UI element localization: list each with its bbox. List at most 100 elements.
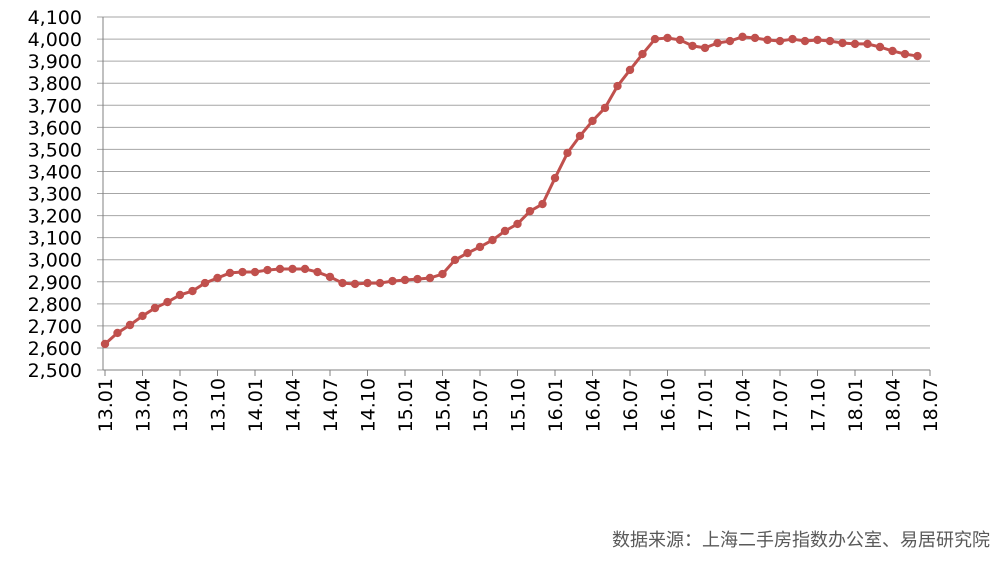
data-point <box>838 38 847 48</box>
x-tick-label: 13.04 <box>133 378 155 432</box>
y-tick-label: 3,900 <box>28 51 82 73</box>
x-tick-label: 16.10 <box>658 378 680 432</box>
data-point <box>350 279 360 289</box>
data-point <box>363 278 372 288</box>
x-tick-label: 16.07 <box>620 378 642 432</box>
x-tick-label: 15.10 <box>508 378 530 432</box>
y-tick-label: 3,200 <box>28 206 82 228</box>
source-note: 数据来源：上海二手房指数办公室、易居研究院 <box>612 530 990 551</box>
data-point <box>175 290 185 300</box>
data-point <box>563 148 572 158</box>
y-tick-label: 2,900 <box>28 272 82 294</box>
data-point <box>425 273 435 283</box>
y-tick-label: 3,400 <box>28 161 82 183</box>
data-point <box>675 35 685 45</box>
data-point <box>588 116 597 126</box>
data-point <box>463 248 472 258</box>
data-point <box>375 278 385 288</box>
data-point <box>650 34 660 44</box>
y-tick-label: 2,700 <box>28 316 82 338</box>
data-point <box>400 275 410 285</box>
data-point <box>325 272 335 282</box>
data-point <box>663 33 672 43</box>
data-point <box>863 39 872 49</box>
x-tick-label: 13.01 <box>95 378 117 432</box>
x-tick-label: 15.01 <box>395 378 417 432</box>
x-tick-label: 14.10 <box>358 378 380 432</box>
data-point <box>438 269 447 279</box>
data-point <box>475 242 485 252</box>
data-point <box>113 328 122 338</box>
data-point <box>850 39 860 49</box>
data-point <box>488 235 497 245</box>
data-point <box>700 43 710 53</box>
data-point <box>538 199 547 209</box>
data-point <box>738 32 747 42</box>
data-point <box>613 81 622 91</box>
data-point <box>825 36 835 46</box>
y-tick-label: 3,600 <box>28 117 82 139</box>
data-point <box>200 278 210 288</box>
data-point <box>250 267 260 277</box>
data-point <box>875 42 885 52</box>
data-point <box>300 264 310 274</box>
data-point <box>238 267 247 277</box>
data-point <box>163 297 172 307</box>
data-point <box>900 49 910 59</box>
y-tick-label: 4,100 <box>28 7 82 29</box>
data-point <box>450 255 460 265</box>
x-tick-label: 13.10 <box>208 378 230 432</box>
data-point <box>800 36 810 46</box>
data-point <box>788 34 797 44</box>
data-point <box>888 46 897 56</box>
data-point <box>338 278 347 288</box>
x-tick-label: 16.01 <box>545 378 567 432</box>
x-tick-label: 15.04 <box>433 378 455 432</box>
data-point <box>388 276 397 286</box>
x-tick-label: 14.07 <box>320 378 342 432</box>
data-point <box>550 173 560 183</box>
data-point <box>100 339 110 349</box>
x-tick-label: 17.07 <box>770 378 792 432</box>
y-tick-label: 2,600 <box>28 338 82 360</box>
data-point <box>763 35 772 45</box>
data-point <box>513 219 522 229</box>
y-tick-label: 3,800 <box>28 73 82 95</box>
data-point <box>125 320 135 330</box>
data-point <box>138 311 147 321</box>
x-tick-label: 17.04 <box>733 378 755 432</box>
data-point <box>313 267 322 277</box>
y-tick-label: 2,500 <box>28 360 82 382</box>
data-point <box>500 226 510 236</box>
x-tick-label: 17.01 <box>695 378 717 432</box>
data-point <box>750 33 760 43</box>
data-point <box>638 49 647 59</box>
x-tick-label: 14.01 <box>245 378 267 432</box>
data-point <box>625 65 635 75</box>
y-tick-label: 3,100 <box>28 228 82 250</box>
y-tick-label: 3,000 <box>28 250 82 272</box>
x-tick-label: 17.10 <box>808 378 830 432</box>
data-point <box>413 274 422 284</box>
data-point <box>600 103 610 113</box>
x-tick-label: 13.07 <box>170 378 192 432</box>
data-point <box>725 36 735 46</box>
data-point <box>713 38 722 48</box>
y-tick-label: 3,300 <box>28 184 82 206</box>
y-tick-label: 4,000 <box>28 29 82 51</box>
data-point <box>275 264 285 274</box>
data-point <box>150 303 160 313</box>
data-point <box>688 41 697 51</box>
x-tick-label: 16.04 <box>583 378 605 432</box>
data-point <box>263 265 272 275</box>
x-tick-label: 18.07 <box>920 378 942 432</box>
x-tick-label: 14.04 <box>283 378 305 432</box>
data-point <box>188 286 197 296</box>
y-tick-label: 3,500 <box>28 139 82 161</box>
x-tick-label: 18.04 <box>883 378 905 432</box>
data-point <box>213 273 222 283</box>
data-point <box>575 131 585 141</box>
data-point <box>288 264 297 274</box>
x-tick-label: 18.01 <box>845 378 867 432</box>
